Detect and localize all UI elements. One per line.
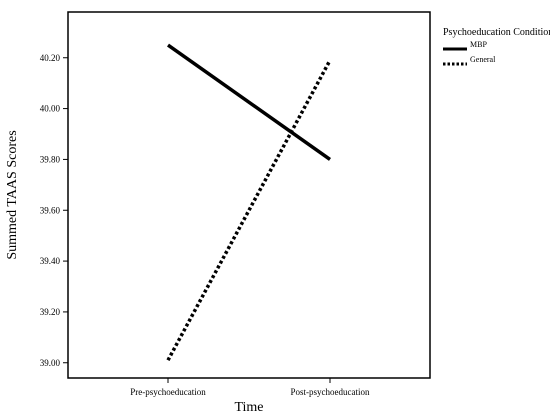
y-axis-ticks: 39.00 39.20 39.40 39.60 39.80 40.00 40.20 xyxy=(40,53,68,368)
y-tick-label: 39.80 xyxy=(40,154,61,164)
x-tick-label: Pre-psychoeducation xyxy=(130,387,206,397)
y-tick-label: 39.40 xyxy=(40,256,61,266)
series-lines xyxy=(166,43,332,362)
y-tick-label: 39.60 xyxy=(40,205,61,215)
y-tick-label: 39.00 xyxy=(40,358,61,368)
y-tick-label: 40.20 xyxy=(40,53,61,63)
y-tick-label: 39.20 xyxy=(40,307,61,317)
series-line-general xyxy=(166,59,332,362)
y-tick-label: 40.00 xyxy=(40,104,61,114)
y-axis-title: Summed TAAS Scores xyxy=(5,130,20,259)
x-tick-label: Post-psychoeducation xyxy=(291,387,370,397)
x-axis-title: Time xyxy=(234,400,263,415)
plot-area-frame xyxy=(67,11,431,379)
x-axis-ticks: Pre-psychoeducation Post-psychoeducation xyxy=(130,378,370,397)
legend: Psychoeducation Condition MBP General xyxy=(443,27,550,66)
series-line-mbp xyxy=(166,43,332,161)
legend-label-general: General xyxy=(470,55,496,64)
legend-label-mbp: MBP xyxy=(470,40,487,49)
legend-title: Psychoeducation Condition xyxy=(443,27,550,38)
